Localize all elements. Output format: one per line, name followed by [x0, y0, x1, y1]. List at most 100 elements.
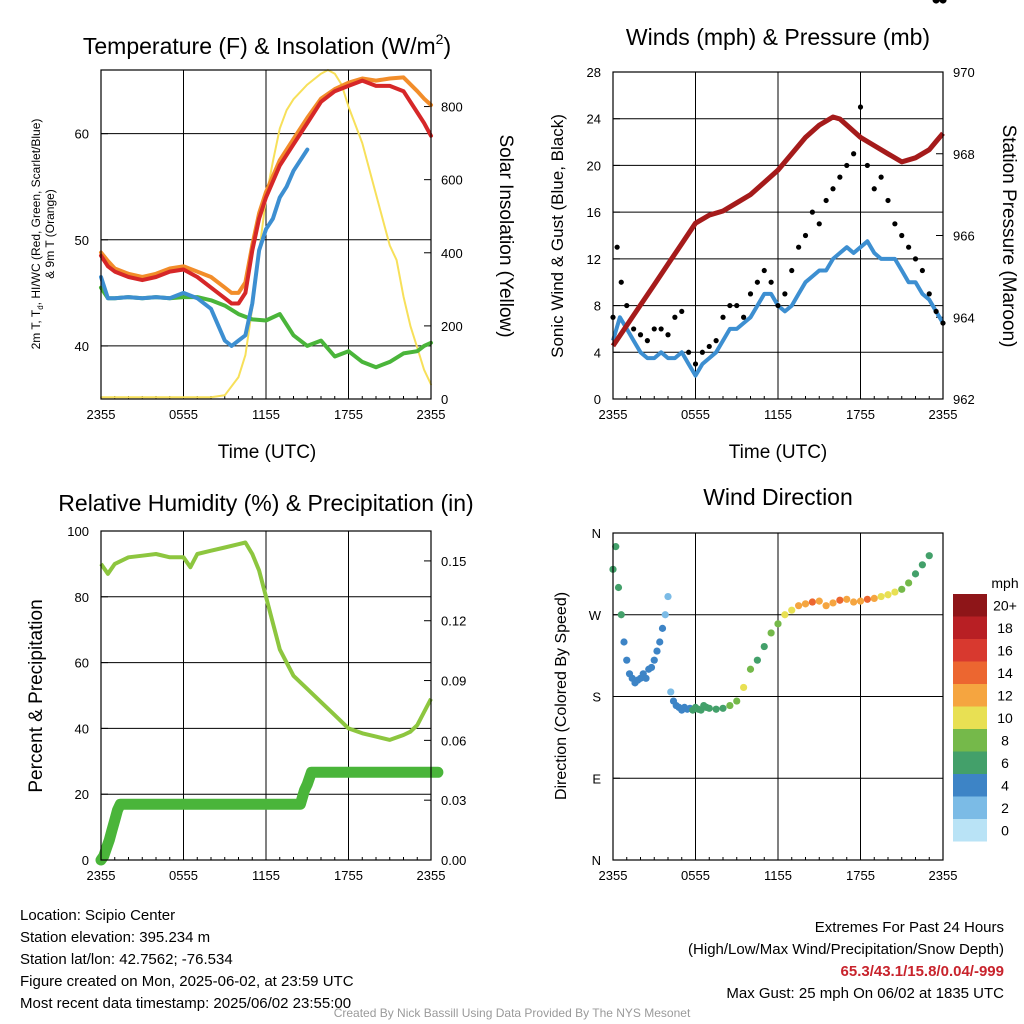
gust-point [926, 291, 932, 297]
series-line [99, 78, 433, 306]
gust-point [618, 279, 624, 285]
speed-colorbar: 0 2 4 6 8 10 12 14 16 18 20+ mph [953, 575, 1019, 842]
direction-point [863, 595, 871, 603]
y-tick-label-3: 40 [75, 721, 89, 736]
direction-point [656, 638, 664, 646]
x-tick-label-1: 2355 [87, 407, 116, 422]
y-tick-label-4: W [589, 608, 602, 623]
gust-point [830, 186, 836, 192]
gust-point [754, 279, 760, 285]
series-line [99, 540, 433, 742]
gust-point [614, 244, 620, 250]
x-tick-label-4: 0555 [681, 868, 710, 883]
gust-point [734, 302, 740, 309]
gust-point [864, 162, 870, 169]
y2-tick-label-1: 600 [441, 173, 463, 188]
y-tick-label-4: N [592, 526, 601, 541]
direction-point [939, 0, 947, 4]
y2-tick-label-3: 0.12 [441, 614, 466, 629]
colorbar-label: 8 [1001, 732, 1009, 748]
x-tick-label-1: 1755 [334, 407, 363, 422]
direction-point [815, 597, 823, 605]
gust-point [878, 174, 884, 180]
gust-point [782, 291, 788, 297]
station-info: Location: Scipio Center Station elevatio… [20, 905, 354, 1015]
gust-point [665, 332, 671, 338]
x-tick-label-2: 2355 [929, 407, 958, 422]
direction-point [740, 683, 748, 692]
colorbar-label: 4 [1001, 777, 1009, 793]
wind-x-axis-label: Time (UTC) [729, 442, 828, 463]
direction-point [795, 602, 803, 610]
y-tick-label-4: N [592, 853, 601, 868]
y2-tick-label-3: 0.03 [441, 793, 466, 808]
wind-left-axis-label: Sonic Wind & Gust (Blue, Black) [548, 114, 567, 358]
temp-left-axis-label-line2: & 9m T (Orange) [43, 189, 57, 279]
y-tick-label-2: 4 [594, 345, 601, 360]
y-tick-label-3: 0 [82, 853, 89, 868]
temp-left-axis-label-line1: 2m T, Td, HI/WC (Red, Green, Scarlet/Blu… [29, 119, 45, 350]
colorbar-swatch [953, 661, 987, 684]
direction-point [918, 561, 926, 569]
direction-point [612, 543, 620, 551]
gust-point [624, 302, 630, 309]
location-text: Location: Scipio Center [20, 907, 176, 924]
x-tick-label-1: 2355 [417, 407, 446, 422]
colorbar-swatch [953, 684, 987, 707]
direction-point [658, 624, 667, 632]
direction-point [667, 688, 675, 696]
y-tick-label-4: S [592, 690, 601, 705]
humidity-left-axis-label: Percent & Precipitation [26, 599, 47, 792]
humidity-title: Relative Humidity (%) & Precipitation (i… [58, 490, 473, 516]
direction-point [884, 591, 892, 599]
direction-point [808, 598, 816, 606]
y-tick-label-3: 20 [75, 787, 89, 802]
x-tick-label-1: 1155 [252, 407, 280, 422]
x-tick-label-4: 1755 [846, 868, 875, 883]
direction-point [642, 674, 650, 682]
winds-title: Winds (mph) & Pressure (mb) [626, 24, 930, 50]
x-tick-label-3: 1755 [334, 868, 363, 883]
direction-point [712, 705, 720, 713]
gust-point [692, 361, 699, 367]
y2-tick-label-2: 964 [953, 310, 975, 325]
gust-point [761, 267, 767, 274]
y2-tick-label-3: 0.15 [441, 554, 466, 569]
gust-point [899, 232, 905, 239]
gust-point [713, 338, 719, 344]
colorbar-label: 2 [1001, 800, 1009, 816]
y-tick-label-1: 50 [75, 233, 89, 248]
direction-point [719, 704, 727, 712]
colorbar-label: 14 [997, 665, 1013, 681]
direction-point [746, 665, 755, 673]
extremes-values: 65.3/43.1/15.8/0.04/-999 [840, 963, 1004, 980]
colorbar-label: 10 [997, 710, 1013, 726]
x-tick-label-3: 2355 [417, 868, 446, 883]
plot-frame-3 [100, 530, 432, 861]
direction-point [905, 579, 913, 587]
gust-point [747, 291, 754, 297]
y2-tick-label-3: 0.06 [441, 733, 466, 748]
x-tick-label-3: 0555 [169, 868, 198, 883]
gust-point [885, 197, 891, 204]
gust-point [706, 343, 712, 350]
max-gust-text: Max Gust: 25 mph On 06/02 at 1835 UTC [726, 985, 1004, 1002]
direction-point [733, 697, 741, 705]
direction-left-axis-label: Direction (Colored By Speed) [553, 592, 570, 800]
gust-point [906, 244, 912, 250]
x-tick-label-2: 0555 [681, 407, 710, 422]
created-text: Figure created on Mon, 2025-06-02, at 23… [20, 973, 354, 990]
gust-point [789, 267, 795, 274]
x-tick-label-4: 2355 [599, 868, 628, 883]
y-tick-label-3: 100 [67, 524, 89, 539]
colorbar-swatch [953, 751, 987, 774]
gust-point [912, 256, 919, 262]
colorbar-swatch [953, 774, 987, 797]
y-tick-label-3: 80 [75, 590, 89, 605]
temp-right-axis-label: Solar Insolation (Yellow) [495, 134, 516, 337]
x-tick-label-2: 1755 [846, 407, 875, 422]
x-tick-label-4: 1155 [764, 868, 792, 883]
